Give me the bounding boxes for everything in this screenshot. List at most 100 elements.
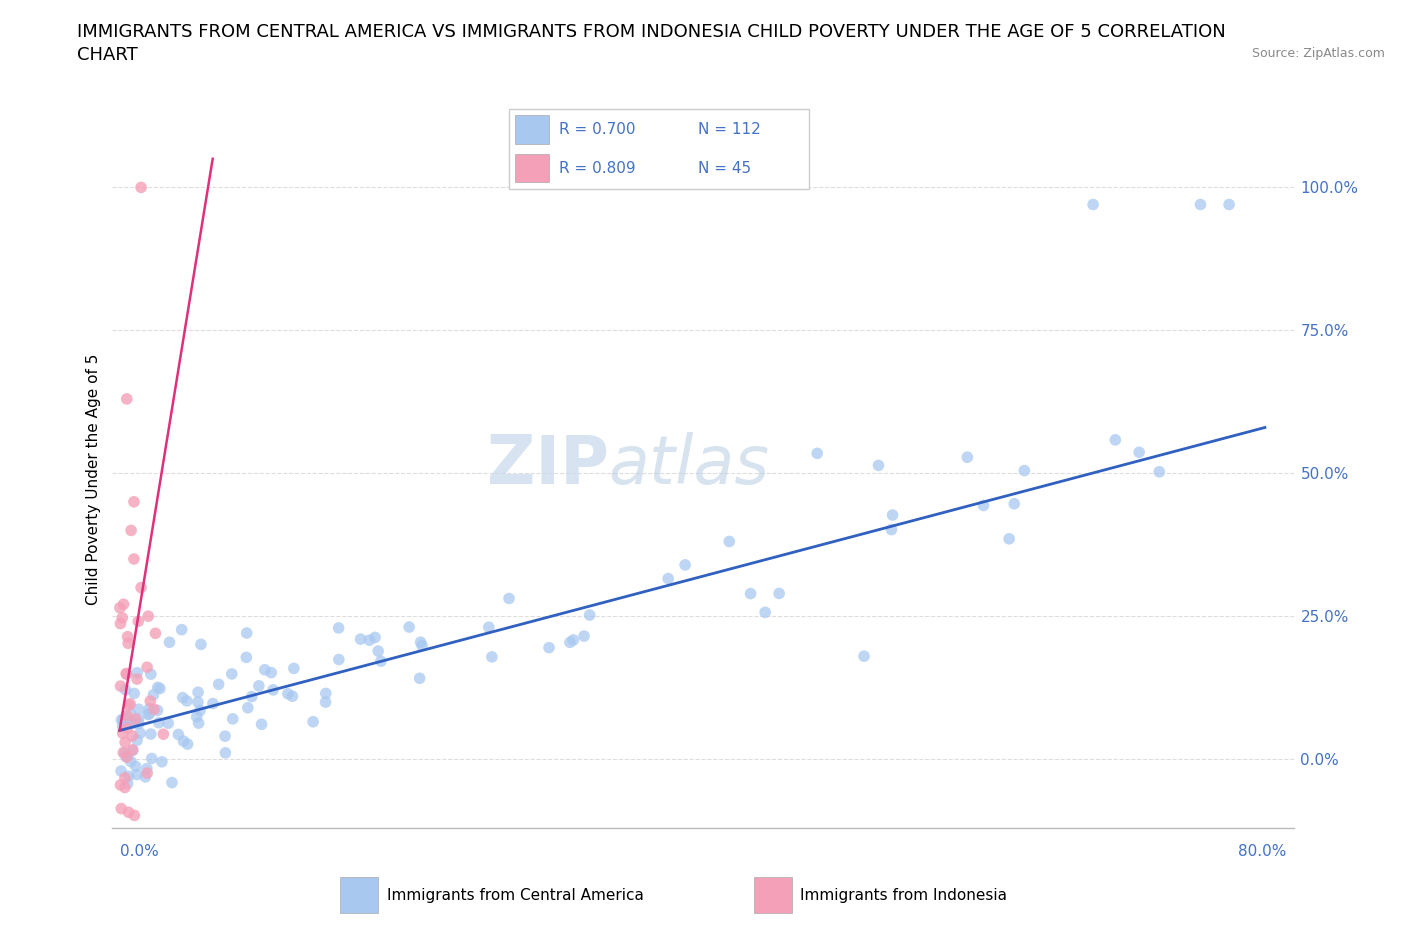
Text: CHART: CHART xyxy=(77,46,138,64)
Point xyxy=(281,689,304,704)
Point xyxy=(141,751,163,766)
Point xyxy=(120,706,142,721)
Point xyxy=(187,684,209,699)
Point xyxy=(187,695,209,710)
Point xyxy=(120,697,142,711)
Point xyxy=(129,580,152,595)
Point xyxy=(1149,464,1171,479)
Point xyxy=(328,652,350,667)
Y-axis label: Child Poverty Under the Age of 5: Child Poverty Under the Age of 5 xyxy=(86,353,101,604)
Text: R = 0.809: R = 0.809 xyxy=(558,161,636,176)
Point xyxy=(315,686,337,701)
Point xyxy=(187,716,209,731)
Point xyxy=(115,750,138,764)
Point xyxy=(146,703,169,718)
Point xyxy=(673,557,696,572)
Point xyxy=(176,694,198,709)
FancyBboxPatch shape xyxy=(516,153,550,182)
Point xyxy=(110,801,132,816)
Point xyxy=(128,716,150,731)
Text: ZIP: ZIP xyxy=(486,432,609,498)
FancyBboxPatch shape xyxy=(509,109,810,189)
Point xyxy=(117,777,139,791)
Point xyxy=(117,769,139,784)
Point xyxy=(114,735,136,750)
Point xyxy=(247,678,270,693)
Point xyxy=(250,717,273,732)
Point xyxy=(328,620,350,635)
Point xyxy=(117,630,139,644)
Point xyxy=(176,737,198,751)
Point xyxy=(134,769,156,784)
Point xyxy=(115,392,138,406)
Point xyxy=(956,450,979,465)
Text: 80.0%: 80.0% xyxy=(1239,844,1286,858)
FancyBboxPatch shape xyxy=(754,877,792,913)
Point xyxy=(370,654,392,669)
Point xyxy=(260,665,283,680)
Point xyxy=(121,743,143,758)
Text: atlas: atlas xyxy=(609,432,769,498)
Point xyxy=(117,830,139,845)
Point xyxy=(214,746,236,761)
Point xyxy=(868,458,890,472)
Point xyxy=(657,571,679,586)
Point xyxy=(114,770,136,785)
Point xyxy=(240,689,263,704)
Point xyxy=(253,662,276,677)
Point xyxy=(221,667,243,682)
Point xyxy=(110,712,132,727)
Point xyxy=(277,686,299,701)
Point xyxy=(186,710,208,724)
Point xyxy=(1218,197,1240,212)
Point xyxy=(152,726,174,741)
Point xyxy=(214,729,236,744)
Point xyxy=(740,586,762,601)
Point xyxy=(124,711,146,726)
Point xyxy=(558,635,581,650)
Point xyxy=(115,667,138,682)
Point xyxy=(880,522,903,537)
Point xyxy=(1014,463,1036,478)
Point xyxy=(112,597,135,612)
Point xyxy=(1104,432,1126,447)
Point xyxy=(122,716,145,731)
Point xyxy=(149,681,172,696)
Point xyxy=(110,617,132,631)
Point xyxy=(235,650,257,665)
Point xyxy=(122,495,145,510)
Text: N = 45: N = 45 xyxy=(697,161,751,176)
Point xyxy=(121,728,143,743)
Point xyxy=(114,683,136,698)
Point xyxy=(125,733,148,748)
Point xyxy=(1128,445,1150,459)
Point xyxy=(998,531,1021,546)
Point xyxy=(120,523,142,538)
Point xyxy=(122,686,145,701)
Point xyxy=(124,808,146,823)
Point xyxy=(115,709,138,724)
Point xyxy=(408,671,430,685)
Point xyxy=(411,638,433,653)
Point xyxy=(409,635,432,650)
Text: 0.0%: 0.0% xyxy=(120,844,159,858)
Point xyxy=(115,711,138,726)
Point xyxy=(143,702,166,717)
Point xyxy=(173,734,195,749)
Point xyxy=(159,635,181,650)
Text: N = 112: N = 112 xyxy=(697,122,761,137)
Point xyxy=(754,604,776,619)
Point xyxy=(125,671,148,686)
Point xyxy=(136,765,159,780)
Point xyxy=(127,614,149,629)
Point xyxy=(125,767,148,782)
Point xyxy=(283,661,305,676)
Point xyxy=(129,179,152,194)
Point xyxy=(115,666,138,681)
Point xyxy=(139,726,162,741)
Point xyxy=(122,551,145,566)
Text: Source: ZipAtlas.com: Source: ZipAtlas.com xyxy=(1251,46,1385,60)
Point xyxy=(562,632,585,647)
Point xyxy=(127,665,149,680)
Text: R = 0.700: R = 0.700 xyxy=(558,122,636,137)
